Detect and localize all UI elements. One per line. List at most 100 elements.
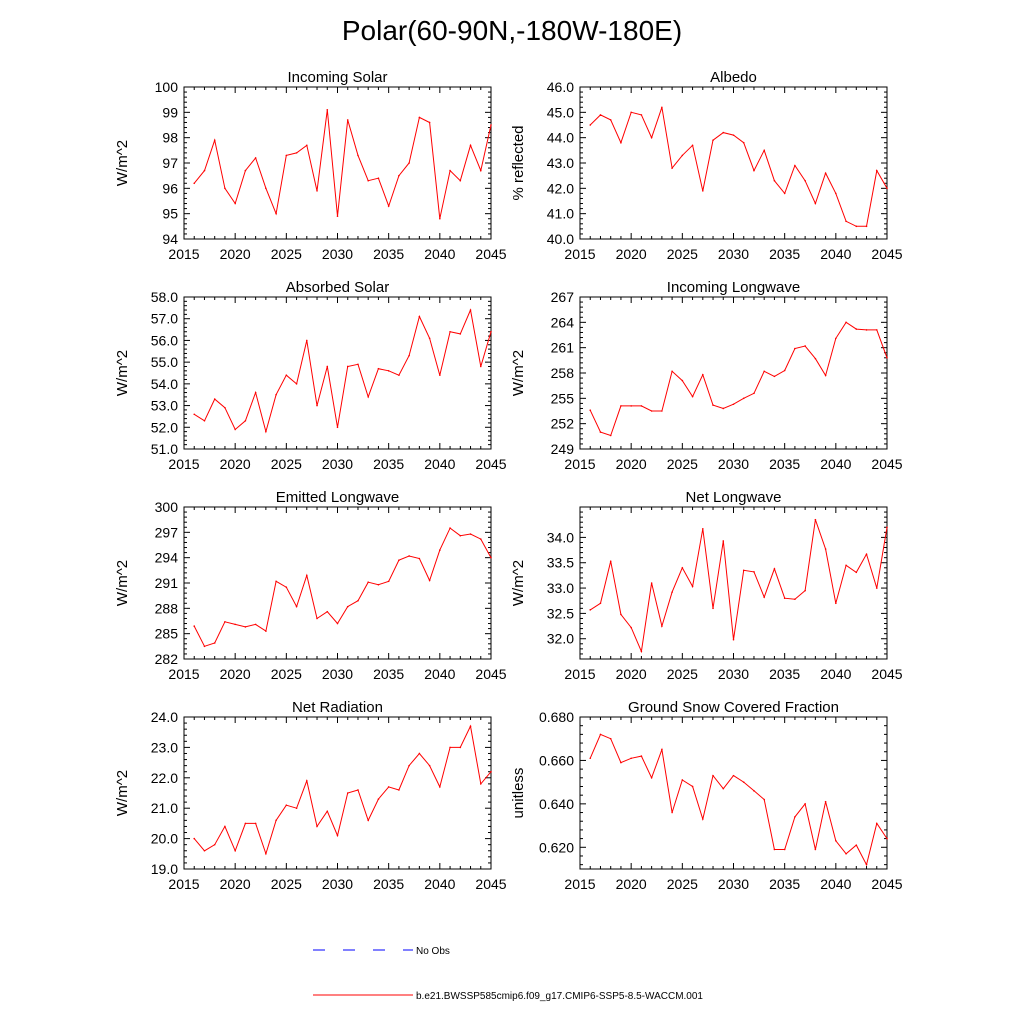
data-point [428, 764, 431, 767]
panel-title: Absorbed Solar [286, 279, 389, 296]
x-tick-label: 2015 [168, 246, 199, 262]
legend: No Obs b.e21.BWSSP585cmip6.f09_g17.CMIP6… [313, 946, 703, 1002]
data-point [865, 863, 868, 866]
y-axis-label: W/m^2 [114, 560, 131, 606]
data-point [449, 169, 451, 172]
data-point [275, 819, 277, 822]
x-tick-label: 2030 [718, 456, 749, 472]
data-point [753, 571, 755, 573]
y-tick-label: 96 [162, 180, 178, 196]
data-point [459, 333, 462, 335]
data-point [886, 187, 888, 190]
data-point [609, 560, 612, 563]
data-point [650, 136, 653, 139]
data-point [671, 167, 673, 169]
data-point [377, 177, 380, 179]
main-title: Polar(60-90N,-180W-180E) [342, 15, 682, 46]
data-point [599, 602, 602, 605]
data-point [306, 780, 308, 782]
data-point [449, 746, 451, 749]
y-tick-label: 23.0 [151, 739, 178, 755]
x-tick-label: 2035 [769, 666, 800, 682]
series-line [589, 733, 888, 867]
data-point [203, 169, 206, 172]
y-tick-label: 57.0 [151, 311, 178, 327]
data-point [640, 755, 643, 757]
data-point [367, 179, 370, 182]
data-point [387, 786, 390, 788]
data-point [712, 404, 714, 406]
data-point [886, 357, 888, 359]
data-point [398, 374, 400, 376]
y-tick-label: 264 [551, 314, 575, 330]
data-point [712, 607, 714, 610]
panel-title: Incoming Longwave [667, 279, 800, 296]
data-point [285, 374, 288, 376]
y-tick-label: 98 [162, 130, 178, 146]
data-point [661, 748, 663, 751]
data-point [763, 370, 765, 373]
y-tick-label: 0.640 [539, 796, 574, 812]
x-tick-label: 2040 [820, 456, 851, 472]
chart-panel: Absorbed Solar W/m^2 2015 2020 2025 2030 2035 2… [114, 279, 507, 472]
data-point [316, 404, 318, 407]
plot-frame [579, 296, 888, 450]
chart-panel: Net Longwave W/m^2 2015 2020 2025 2030 2035 204… [510, 489, 903, 682]
data-point [722, 131, 725, 134]
data-point [886, 526, 888, 529]
data-point [387, 580, 390, 583]
data-point [661, 410, 663, 412]
x-tick-label: 2015 [168, 666, 199, 682]
x-tick-label: 2030 [322, 246, 353, 262]
data-point [449, 527, 451, 529]
data-point [306, 574, 308, 577]
data-point [254, 623, 257, 626]
data-point [722, 407, 725, 410]
data-point [845, 564, 847, 567]
data-point [814, 848, 817, 851]
data-point [387, 205, 390, 207]
data-point [702, 527, 704, 530]
data-point [783, 848, 786, 851]
y-tick-label: 52.0 [151, 419, 178, 435]
y-tick-label: 55.0 [151, 354, 178, 370]
data-point [326, 109, 329, 111]
data-point [609, 434, 612, 437]
data-point [661, 625, 663, 627]
y-tick-label: 0.620 [539, 839, 574, 855]
data-point [234, 849, 236, 852]
data-point [671, 811, 673, 814]
data-point [620, 405, 622, 407]
data-point [398, 559, 400, 561]
data-point [490, 124, 492, 126]
data-point [620, 761, 622, 764]
data-point [773, 375, 776, 378]
y-tick-label: 0.660 [539, 752, 574, 768]
y-tick-label: 94 [162, 231, 178, 247]
data-point [763, 596, 765, 598]
x-tick-label: 2040 [820, 666, 851, 682]
data-point [794, 816, 796, 818]
data-point [213, 139, 216, 141]
x-tick-label: 2045 [871, 456, 902, 472]
data-point [336, 622, 339, 625]
data-point [265, 853, 267, 855]
data-point [367, 581, 370, 583]
data-point [469, 533, 472, 535]
data-point [306, 144, 308, 147]
x-tick-label: 2035 [373, 456, 404, 472]
x-tick-label: 2020 [220, 666, 251, 682]
y-tick-label: 20.0 [151, 831, 178, 847]
data-point [203, 849, 206, 852]
data-point [661, 106, 663, 109]
data-point [589, 757, 592, 760]
x-tick-label: 2040 [424, 246, 455, 262]
data-point [609, 119, 612, 121]
y-tick-label: 252 [551, 416, 575, 432]
x-tick-label: 2040 [424, 456, 455, 472]
y-tick-label: 33.5 [547, 555, 574, 571]
y-axis-label: W/m^2 [114, 770, 131, 816]
y-tick-label: 22.0 [151, 770, 178, 786]
data-point [449, 330, 451, 333]
